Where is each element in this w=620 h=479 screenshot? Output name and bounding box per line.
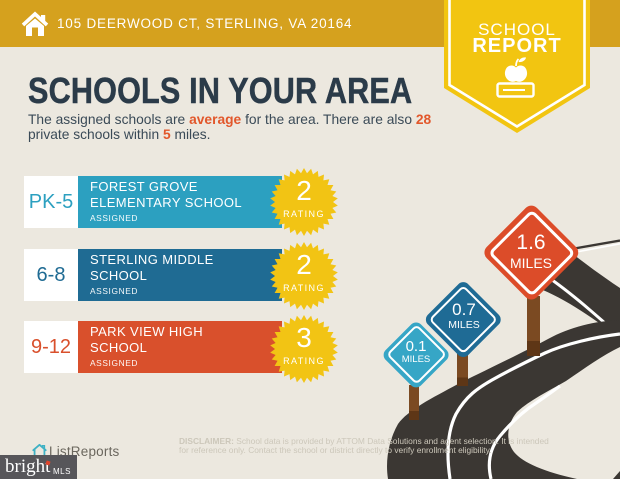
svg-text:SCHOOL: SCHOOL: [478, 20, 556, 39]
svg-text:REPORT: REPORT: [472, 35, 561, 57]
